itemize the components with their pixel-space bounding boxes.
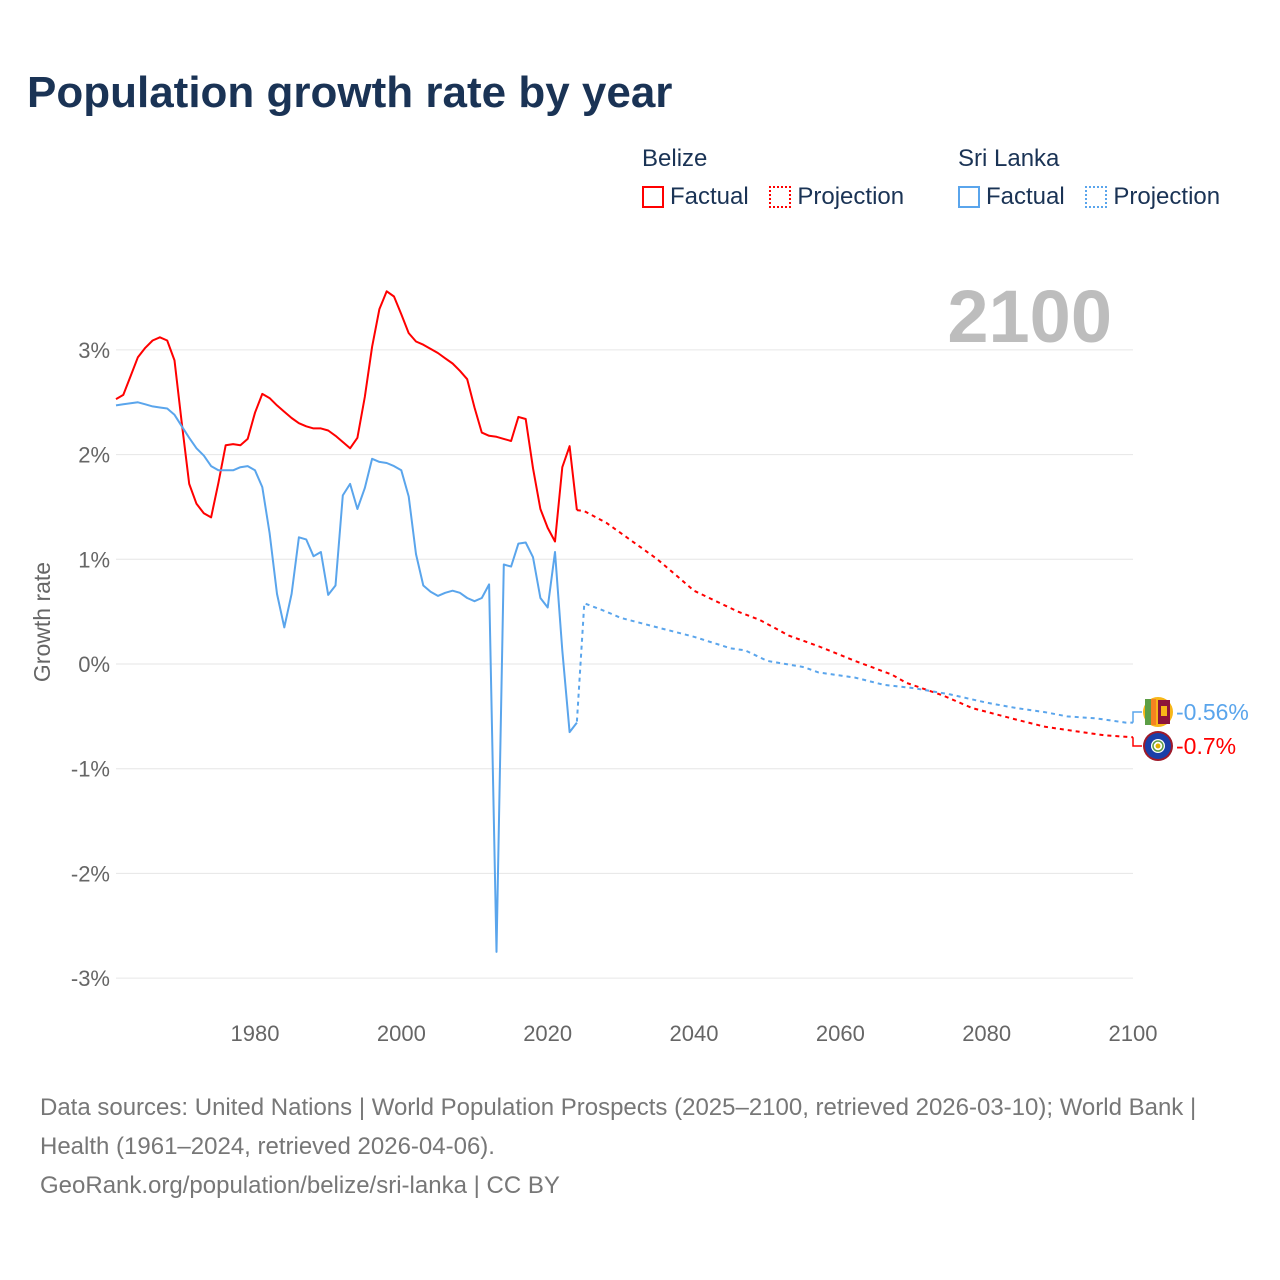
y-axis-ticks: 3% 2% 1% 0% -1% -2% -3% [71, 338, 110, 991]
end-labels: -0.56% -0.7% [1132, 697, 1249, 761]
legend-sri-lanka-factual[interactable]: Factual [958, 183, 1065, 211]
sri-lanka-projection-line [575, 601, 1133, 724]
year-label: 2100 [947, 275, 1112, 358]
x-tick-label: 2080 [962, 1021, 1011, 1046]
x-tick-label: 2100 [1109, 1021, 1158, 1046]
y-axis-label: Growth rate [29, 562, 55, 682]
legend-country-belize: Belize [642, 145, 708, 172]
x-tick-label: 1980 [231, 1021, 280, 1046]
y-tick-label: -1% [71, 757, 110, 782]
sri-lanka-factual-line [115, 401, 578, 953]
chart-title: Population growth rate by year [27, 68, 673, 117]
x-tick-label: 2060 [816, 1021, 865, 1046]
dotted-swatch-icon [769, 186, 792, 208]
y-tick-label: 0% [78, 652, 110, 677]
belize-flag-icon [1143, 731, 1173, 761]
attribution-link[interactable]: GeoRank.org/population/belize/sri-lanka … [40, 1172, 560, 1199]
solid-swatch-icon [958, 186, 980, 208]
y-tick-label: -3% [71, 966, 110, 991]
series-lines [115, 290, 1134, 953]
x-axis-ticks: 1980 2000 2020 2040 2060 2080 2100 [231, 1021, 1158, 1046]
dotted-swatch-icon [1085, 186, 1108, 208]
x-tick-label: 2020 [523, 1021, 572, 1046]
grid-lines [116, 349, 1133, 979]
end-value-label: -0.7% [1176, 733, 1236, 759]
legend-label: Projection [797, 183, 905, 210]
data-sources: Data sources: United Nations | World Pop… [40, 1094, 1197, 1160]
legend-belize-projection[interactable]: Projection [769, 183, 904, 211]
legend-sri-lanka-projection[interactable]: Projection [1085, 183, 1220, 211]
belize-projection-line [576, 509, 1134, 739]
end-label-connector [1132, 711, 1142, 723]
y-tick-label: 2% [78, 443, 110, 468]
legend-group-sri-lanka: Sri Lanka Factual Projection [958, 145, 1220, 215]
solid-swatch-icon [642, 186, 664, 208]
legend-belize-factual[interactable]: Factual [642, 183, 749, 211]
legend-group-belize: Belize Factual Projection [642, 145, 918, 215]
legend-label: Factual [670, 183, 749, 210]
footer: Data sources: United Nations | World Pop… [40, 1088, 1240, 1205]
y-tick-label: 1% [78, 547, 110, 572]
y-tick-label: 3% [78, 338, 110, 363]
end-value-label: -0.56% [1176, 699, 1249, 725]
x-tick-label: 2040 [670, 1021, 719, 1046]
x-tick-label: 2000 [377, 1021, 426, 1046]
belize-factual-line [115, 290, 578, 543]
legend-label: Projection [1113, 183, 1221, 210]
y-tick-label: -2% [71, 861, 110, 886]
end-label-connector [1132, 737, 1142, 747]
sri-lanka-flag-icon [1143, 697, 1173, 727]
legend-label: Factual [986, 183, 1065, 210]
legend-country-sri-lanka: Sri Lanka [958, 145, 1060, 172]
